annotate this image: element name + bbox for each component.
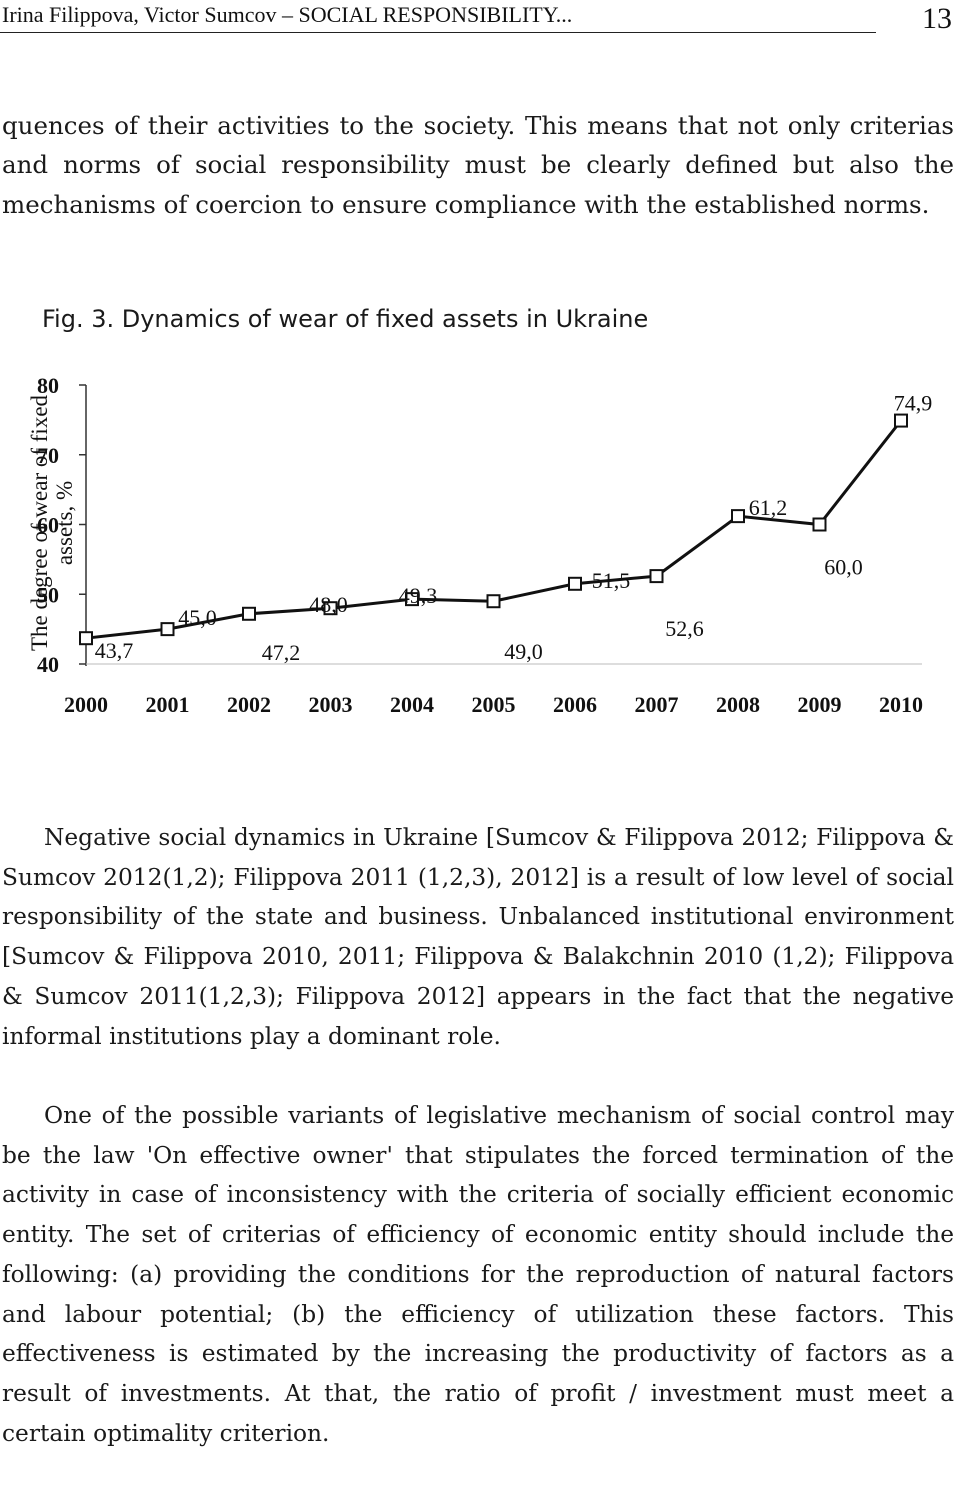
series-line [79, 413, 908, 646]
page-number: 13 [922, 2, 952, 35]
x-tick-label: 2010 [879, 692, 923, 717]
data-label: 47,2 [262, 640, 301, 665]
data-label: 61,2 [749, 495, 788, 520]
x-tick-label: 2007 [635, 692, 679, 717]
x-tick-label: 2002 [227, 692, 271, 717]
x-tick-label: 2006 [553, 692, 597, 717]
data-point-marker [323, 601, 338, 616]
figure-caption: Fig. 3. Dynamics of wear of fixed assets… [42, 305, 649, 333]
header-rule [0, 32, 876, 33]
x-axis: 2000 2001 2002 2003 2004 2005 2006 2007 2008 2009… [64, 663, 923, 717]
data-point-marker [405, 592, 419, 607]
data-point-marker [242, 606, 256, 621]
data-label: 74,9 [894, 391, 933, 416]
x-tick-label: 2003 [309, 692, 353, 717]
running-title: Irina Filippova, Victor Sumcov – SOCIAL … [2, 2, 573, 27]
y-tick-label: 80 [37, 373, 59, 398]
data-point-marker [79, 631, 93, 646]
data-point-marker [486, 594, 501, 609]
data-point-marker [812, 517, 827, 532]
paragraph-1: quences of their activities to the socie… [2, 111, 954, 219]
data-point-marker [649, 569, 664, 584]
data-label: 52,6 [665, 616, 704, 641]
data-label: 49,3 [399, 583, 438, 608]
data-label: 48,0 [309, 592, 348, 617]
x-tick-label: 2005 [472, 692, 516, 717]
data-label: 43,7 [95, 638, 134, 663]
data-label: 45,0 [178, 605, 217, 630]
y-axis-title: The degree of wear of fixedassets, % [27, 394, 77, 651]
paragraph-3: One of the possible variants of legislat… [2, 1102, 954, 1447]
x-tick-label: 2008 [716, 692, 760, 717]
data-point-marker [568, 576, 582, 591]
data-label: 51,5 [592, 568, 631, 593]
data-labels: 43,7 45,0 47,2 48,0 49,3 49,0 51,5 52,6 61,2 60,0… [95, 391, 933, 665]
x-tick-label: 2000 [64, 692, 108, 717]
data-point-marker [894, 413, 908, 428]
page-header: Irina Filippova, Victor Sumcov – SOCIAL … [0, 0, 960, 44]
y-tick-label: 60 [37, 513, 59, 538]
data-point-marker [160, 622, 175, 637]
x-tick-label: 2004 [390, 692, 434, 717]
x-tick-label: 2009 [798, 692, 842, 717]
data-label: 49,0 [504, 639, 543, 664]
y-tick-label: 50 [37, 582, 59, 607]
y-tick-label: 70 [37, 443, 59, 468]
data-label: 60,0 [824, 555, 863, 580]
data-point-marker [731, 509, 745, 524]
paragraph-2: Negative social dynamics in Ukraine [Sum… [2, 824, 954, 1050]
x-tick-label: 2001 [146, 692, 190, 717]
y-tick-label: 40 [37, 652, 59, 677]
